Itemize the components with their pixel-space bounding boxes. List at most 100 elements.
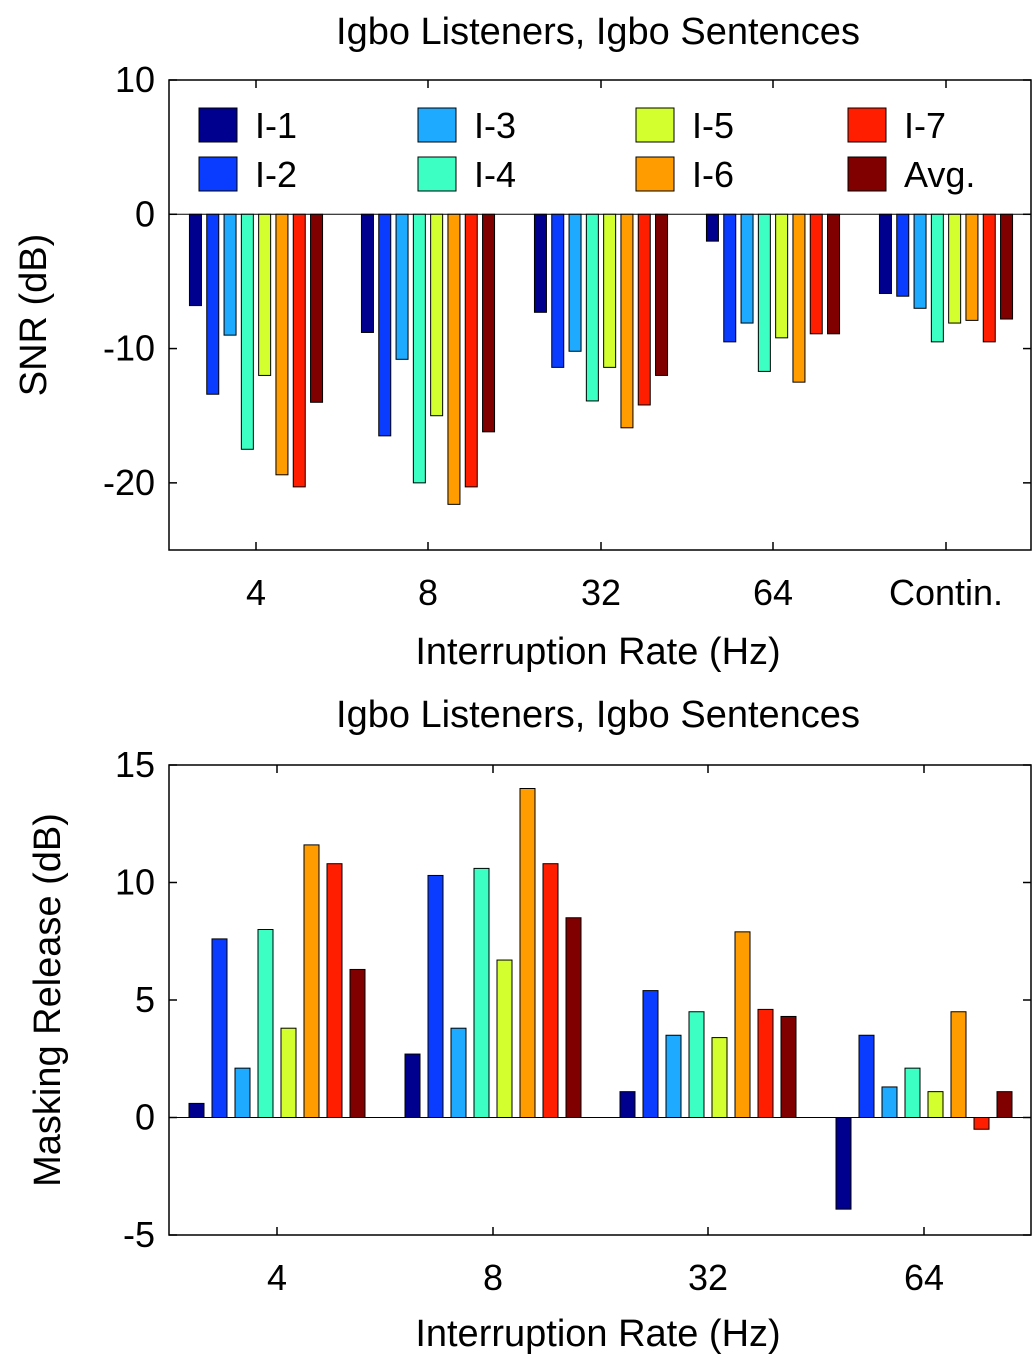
y-tick-label: 15	[115, 744, 155, 785]
bar-i5-64	[775, 213, 789, 339]
bar-i2-64	[723, 213, 737, 343]
legend-label: I-2	[255, 154, 297, 195]
bar-i6-contin	[965, 213, 979, 321]
bar-i7-64	[973, 1117, 990, 1130]
bar-avg-64	[827, 213, 841, 335]
legend-label: Avg.	[904, 154, 975, 195]
y-axis-label: Masking Release (dB)	[27, 813, 69, 1187]
bar-i5-64	[927, 1091, 944, 1119]
plot-frame	[168, 79, 1032, 551]
y-axis-label: SNR (dB)	[13, 234, 55, 397]
bar-group	[169, 213, 1031, 505]
legend-swatch	[417, 107, 457, 143]
bar-i7-contin	[982, 213, 996, 343]
bar-i6-64	[950, 1011, 967, 1118]
bar-i5-8	[496, 959, 513, 1118]
bar-avg-4	[349, 968, 366, 1119]
legend: I-1 I-2 I-3 I-4 I-5 I-6 I-7 Avg.	[198, 105, 975, 195]
bar-i4-4	[240, 213, 254, 450]
x-axis-label: Interruption Rate (Hz)	[415, 631, 780, 673]
bar-i3-32	[665, 1034, 682, 1118]
bar-i7-64	[809, 213, 823, 335]
bar-i3-8	[395, 213, 409, 360]
bar-avg-64	[996, 1091, 1013, 1119]
bar-i1-8	[404, 1053, 421, 1119]
tick-group: -20 -10 0 10 4 8 32 64 Contin.	[103, 59, 1031, 613]
bar-i4-4	[257, 929, 274, 1118]
bar-i2-64	[858, 1034, 875, 1118]
legend-label: I-6	[692, 154, 734, 195]
y-tick-label: 0	[135, 1097, 155, 1138]
bar-i3-4	[223, 213, 237, 336]
bar-avg-32	[780, 1015, 797, 1119]
legend-swatch	[635, 156, 675, 192]
bar-i1-64	[705, 213, 719, 242]
bar-avg-8	[482, 213, 496, 433]
bar-i4-32	[585, 213, 599, 402]
bar-i6-4	[303, 844, 320, 1119]
bar-i5-4	[280, 1027, 297, 1118]
bar-i1-4	[188, 1102, 205, 1119]
bar-i7-32	[637, 213, 651, 406]
x-axis-label: Interruption Rate (Hz)	[415, 1313, 780, 1355]
legend-swatch	[847, 156, 887, 192]
bar-group	[169, 788, 1031, 1210]
bar-i3-8	[450, 1027, 467, 1118]
x-tick-label: 8	[418, 572, 438, 613]
plot-frame	[168, 764, 1032, 1236]
legend-label: I-7	[904, 105, 946, 146]
y-tick-label: 10	[115, 59, 155, 100]
bar-i3-64	[740, 213, 754, 324]
legend-swatch	[635, 107, 675, 143]
x-tick-label: 32	[581, 572, 621, 613]
bar-i5-8	[430, 213, 444, 417]
legend-label: I-5	[692, 105, 734, 146]
legend-label: I-3	[474, 105, 516, 146]
bar-i4-contin	[930, 213, 944, 343]
bar-avg-8	[565, 917, 582, 1118]
bar-i4-64	[757, 213, 771, 372]
x-tick-label: 4	[267, 1257, 287, 1298]
x-tick-label: 4	[246, 572, 266, 613]
y-tick-label: -5	[123, 1214, 155, 1255]
bar-i2-8	[427, 874, 444, 1119]
bar-i3-4	[234, 1067, 251, 1119]
y-tick-label: 0	[135, 193, 155, 234]
legend-swatch	[847, 107, 887, 143]
bar-i4-64	[904, 1067, 921, 1119]
bar-i7-8	[464, 213, 478, 488]
x-tick-label: 64	[904, 1257, 944, 1298]
chart-title: Igbo Listeners, Igbo Sentences	[336, 694, 860, 736]
bar-i5-4	[258, 213, 272, 376]
bar-i2-contin	[896, 213, 910, 297]
bar-i2-8	[378, 213, 392, 437]
bar-i4-8	[473, 867, 490, 1119]
bar-i7-32	[757, 1008, 774, 1119]
bar-i1-32	[533, 213, 547, 313]
legend-label: I-4	[474, 154, 516, 195]
bar-i2-32	[551, 213, 565, 368]
y-tick-label: 10	[115, 862, 155, 903]
bar-i3-32	[568, 213, 582, 352]
bar-i1-64	[835, 1117, 852, 1210]
bar-i3-contin	[913, 213, 927, 309]
chart-snr: Igbo Listeners, Igbo Sentences -20 -10 0 10…	[13, 11, 1032, 673]
bar-i1-8	[360, 213, 374, 333]
tick-group: -5 0 5 10 15 4 8 32 64	[115, 744, 1031, 1298]
legend-swatch	[198, 107, 238, 143]
bar-i6-8	[519, 788, 536, 1118]
bar-i2-32	[642, 990, 659, 1118]
bar-i6-4	[275, 213, 289, 476]
bar-i5-32	[603, 213, 617, 368]
bar-i6-32	[734, 931, 751, 1118]
bar-i4-8	[412, 213, 426, 484]
bar-avg-contin	[1000, 213, 1014, 320]
bar-i5-32	[711, 1037, 728, 1118]
y-tick-label: 5	[135, 979, 155, 1020]
bar-i2-4	[206, 213, 220, 395]
bar-i3-64	[881, 1086, 898, 1118]
bar-i6-32	[620, 213, 634, 429]
bar-i1-32	[619, 1091, 636, 1119]
chart-masking-release: Igbo Listeners, Igbo Sentences -5 0 5 10 15 4…	[27, 694, 1032, 1355]
